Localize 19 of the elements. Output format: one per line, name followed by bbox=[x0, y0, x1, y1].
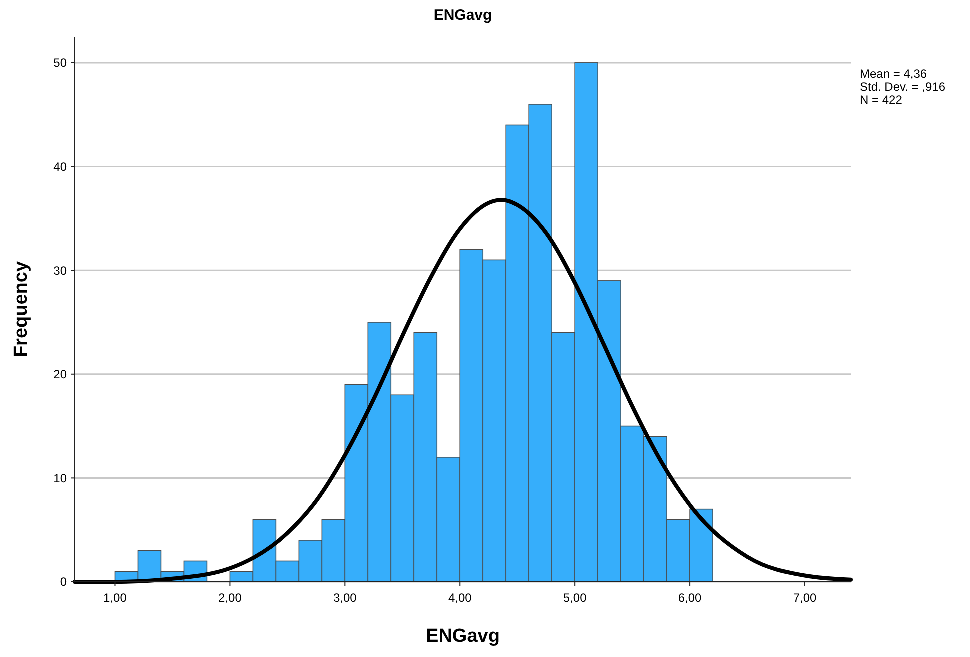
x-tick-label: 1,00 bbox=[104, 591, 128, 605]
y-tick-label: 30 bbox=[54, 264, 68, 278]
y-tick-label: 10 bbox=[54, 471, 68, 486]
x-axis-title: ENGavg bbox=[426, 626, 500, 647]
x-tick-label: 6,00 bbox=[678, 591, 702, 605]
x-tick-label: 7,00 bbox=[793, 591, 818, 605]
chart-title: ENGavg bbox=[434, 7, 492, 24]
x-tick-label: 2,00 bbox=[218, 591, 242, 605]
x-tick-label: 5,00 bbox=[563, 591, 588, 605]
x-tick-label: 3,00 bbox=[333, 591, 358, 605]
text: N = 422 bbox=[860, 93, 903, 107]
y-tick-label: 20 bbox=[54, 368, 68, 382]
y-tick-label: 0 bbox=[60, 575, 68, 590]
y-tick-label: 50 bbox=[54, 56, 68, 70]
text: Mean = 4,36 bbox=[860, 67, 928, 81]
y-axis-title: Frequency bbox=[11, 261, 32, 358]
text: Std. Dev. = ,916 bbox=[860, 80, 946, 94]
y-tick-label: 40 bbox=[54, 160, 68, 174]
x-tick-label: 4,00 bbox=[448, 591, 472, 605]
